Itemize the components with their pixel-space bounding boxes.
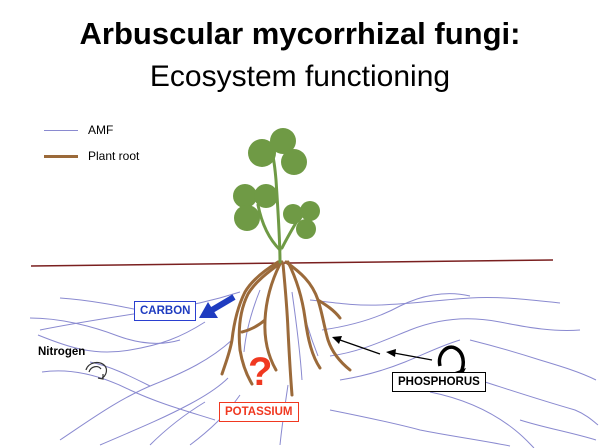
phosphorus-cycle-arrow (437, 345, 465, 373)
carbon-arrow-head (199, 302, 218, 318)
clover-leaf-left (233, 184, 278, 231)
hypha (89, 361, 151, 387)
phosphorus-label: PHOSPHORUS (392, 372, 486, 392)
hypha (309, 296, 561, 306)
root (284, 260, 352, 372)
clover-leaf-top (248, 128, 307, 175)
stem (256, 203, 282, 252)
hypha (429, 391, 535, 448)
legend-swatch-amf (44, 129, 78, 131)
legend-swatch-plant-root (44, 154, 78, 158)
phosphorus-arrow-2 (393, 352, 433, 361)
hypha (469, 339, 597, 381)
legend-label-plant-root: Plant root (88, 149, 140, 163)
leaflet (300, 201, 320, 221)
leaflet (248, 139, 276, 167)
leaflet (281, 149, 307, 175)
leaflet (254, 184, 278, 208)
amf-hyphae-network (29, 289, 599, 448)
hypha (37, 321, 206, 353)
root (240, 318, 267, 334)
leaflet (234, 205, 260, 231)
hypha (243, 289, 261, 353)
root (281, 262, 294, 397)
root (237, 260, 284, 386)
legend-item-amf: AMF (44, 121, 113, 139)
hypha (329, 318, 581, 357)
hypha (321, 293, 471, 331)
hypha (41, 370, 216, 421)
leaflet (270, 128, 296, 154)
clover-leaf-right (283, 201, 320, 239)
nitrogen-cycle-arc (85, 361, 108, 379)
legend-label-amf: AMF (88, 123, 114, 137)
title-line-1: Arbuscular mycorrhizal fungi: (79, 16, 521, 51)
carbon-arrow-shaft (210, 294, 236, 313)
hypha (484, 381, 599, 426)
root (316, 298, 342, 320)
ground-line (30, 259, 554, 267)
hypha (339, 339, 461, 381)
hypha (291, 291, 303, 381)
legend-item-plant-root: Plant root (44, 147, 139, 165)
arrowhead (332, 336, 342, 344)
carbon-arrow (199, 294, 236, 318)
nitrogen-label: Nitrogen (38, 346, 86, 358)
arrowhead (97, 374, 104, 380)
hypha (29, 317, 181, 344)
root (286, 260, 322, 370)
title-line-2: Ecosystem functioning (149, 60, 451, 93)
hypha (189, 394, 241, 446)
hypha (149, 401, 206, 446)
hypha (99, 377, 229, 446)
nitrogen-cycle-arc-inner (88, 366, 102, 373)
phosphorus-arrow-1 (339, 339, 381, 355)
leaflet (233, 184, 257, 208)
potassium-label: POTASSIUM (219, 402, 299, 422)
leaflet (296, 219, 316, 239)
leaflet (283, 204, 303, 224)
hypha (59, 339, 233, 441)
question-mark: ? (248, 350, 273, 394)
nitrogen-cycle-icon (85, 361, 108, 380)
carbon-label: CARBON (134, 301, 197, 321)
arrowhead (386, 349, 396, 357)
clover-leaves (233, 128, 320, 239)
hypha (329, 409, 511, 447)
hypha (519, 419, 597, 441)
root (220, 260, 280, 376)
plant-roots (220, 260, 352, 397)
